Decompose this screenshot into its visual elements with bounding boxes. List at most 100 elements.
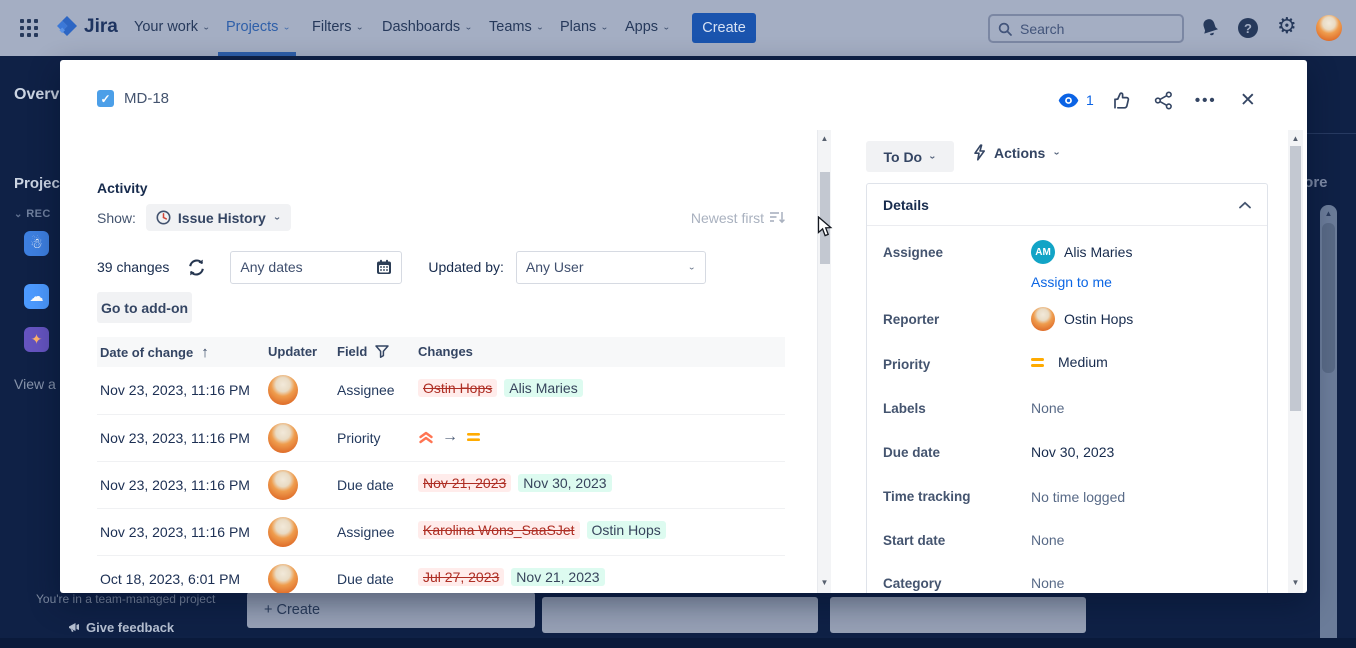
chevron-down-icon: ⌄	[535, 22, 545, 32]
issue-breadcrumb[interactable]: ✓ MD-18	[97, 90, 169, 107]
user-avatar[interactable]	[1316, 15, 1342, 41]
activity-filter-dropdown[interactable]: Issue History ⌄	[145, 204, 292, 231]
reporter-avatar[interactable]	[1031, 307, 1055, 331]
assignee-avatar[interactable]: AM	[1031, 240, 1055, 264]
sidebar-project-item-3[interactable]: ✦	[24, 327, 49, 352]
new-value: Alis Maries	[504, 379, 583, 397]
give-feedback-button[interactable]: Give feedback	[68, 620, 174, 635]
changes-count: 39 changes	[97, 259, 170, 275]
nav-item-apps[interactable]: Apps ⌄	[625, 19, 671, 35]
jira-logo-icon	[57, 16, 77, 36]
page-scrollbar-thumb[interactable]	[1322, 223, 1335, 373]
task-type-icon: ✓	[97, 90, 114, 107]
assign-to-me-link[interactable]: Assign to me	[1031, 274, 1112, 290]
more-actions-button[interactable]: •••	[1194, 91, 1217, 109]
actions-dropdown[interactable]: Actions ⌄	[972, 144, 1061, 161]
board-column-create-button[interactable]: + Create	[247, 592, 535, 628]
scroll-down-arrow-icon[interactable]: ▼	[1291, 578, 1300, 587]
activity-scrollbar[interactable]: ▲ ▼	[817, 130, 831, 593]
sort-ascending-arrow-icon: ↑	[201, 344, 209, 361]
refresh-icon[interactable]	[187, 258, 206, 277]
history-row: Nov 23, 2023, 11:16 PM Assignee Karolina…	[97, 508, 785, 555]
sidebar-project-item-1[interactable]: ☃	[24, 231, 49, 256]
column-field[interactable]: Field	[337, 344, 390, 359]
page-scrollbar[interactable]: ▲ ▼	[1320, 205, 1337, 648]
activity-show-row: Show: Issue History ⌄ Newest first	[97, 204, 785, 231]
activity-scrollbar-thumb[interactable]	[820, 172, 830, 264]
modal-header-actions: 1 ••• ✕	[1058, 86, 1262, 114]
filter-funnel-icon[interactable]	[375, 345, 390, 358]
reporter-name[interactable]: Ostin Hops	[1064, 311, 1134, 327]
nav-item-your-work[interactable]: Your work ⌄	[134, 19, 211, 35]
history-clock-icon	[156, 210, 171, 225]
nav-item-filters[interactable]: Filters ⌄	[312, 19, 364, 35]
show-label: Show:	[97, 209, 136, 226]
watch-button[interactable]: 1	[1058, 92, 1094, 108]
user-filter-select[interactable]: Any User ⌄	[515, 250, 706, 284]
close-button[interactable]: ✕	[1239, 89, 1256, 111]
go-to-addon-button[interactable]: Go to add-on	[97, 292, 192, 323]
status-dropdown[interactable]: To Do ⌄	[866, 141, 954, 172]
mouse-cursor	[817, 216, 833, 237]
watchers-count: 1	[1086, 92, 1094, 108]
notifications-bell-icon[interactable]	[1201, 18, 1219, 38]
assignee-name[interactable]: Alis Maries	[1064, 244, 1133, 260]
issue-modal: ✓ MD-18 1 ••• ✕ Activity Show: Issue His…	[60, 60, 1307, 593]
nav-item-teams[interactable]: Teams ⌄	[489, 19, 545, 35]
create-button[interactable]: Create	[692, 13, 756, 43]
sidebar-view-all-projects[interactable]: View a	[14, 376, 56, 392]
history-row: Nov 23, 2023, 11:16 PM Priority →	[97, 414, 785, 461]
jira-logo[interactable]: Jira	[56, 15, 118, 39]
details-header[interactable]: Details	[867, 184, 1267, 226]
chevron-down-icon: ⌄	[355, 22, 364, 32]
start-date-value[interactable]: None	[1031, 532, 1065, 548]
dates-filter-input[interactable]: Any dates	[230, 250, 403, 284]
change-values: Ostin Hops Alis Maries	[418, 379, 583, 397]
due-date-value[interactable]: Nov 30, 2023	[1031, 444, 1115, 460]
settings-gear-icon[interactable]: ⚙	[1277, 13, 1297, 38]
lightning-bolt-icon	[974, 144, 985, 161]
scroll-up-arrow-icon[interactable]: ▲	[820, 134, 829, 143]
nav-item-projects[interactable]: Projects ⌄	[226, 19, 291, 35]
scroll-up-arrow-icon[interactable]: ▲	[1324, 209, 1333, 218]
app-switcher-icon[interactable]	[20, 19, 38, 37]
search-icon	[998, 22, 1012, 36]
priority-value[interactable]: Medium	[1058, 354, 1108, 370]
old-value: Karolina Wons_SaaSJet	[418, 521, 580, 539]
updater-avatar	[268, 564, 298, 593]
eye-icon	[1058, 93, 1079, 107]
field-row-due-date: Due date Nov 30, 2023	[883, 444, 1115, 460]
scroll-down-arrow-icon[interactable]: ▼	[820, 578, 829, 587]
search-placeholder: Search	[1020, 20, 1065, 37]
sort-order-button[interactable]: Newest first	[691, 210, 785, 226]
sidebar-project-item-2[interactable]: ☁	[24, 284, 49, 309]
sidebar-projects-heading: Projec	[14, 175, 60, 192]
field-row-assignee: Assignee AM Alis Maries	[883, 240, 1253, 264]
updater-avatar	[268, 375, 298, 405]
help-icon[interactable]: ?	[1238, 18, 1258, 38]
medium-priority-icon	[467, 433, 480, 441]
search-input[interactable]: Search	[988, 14, 1184, 43]
category-value[interactable]: None	[1031, 575, 1065, 591]
nav-item-plans[interactable]: Plans ⌄	[560, 19, 609, 35]
like-button[interactable]	[1108, 86, 1136, 114]
column-date-of-change[interactable]: Date of change ↑	[100, 344, 209, 361]
time-tracking-value[interactable]: No time logged	[1031, 489, 1126, 505]
labels-value[interactable]: None	[1031, 400, 1065, 416]
share-button[interactable]	[1150, 86, 1178, 114]
change-values: Karolina Wons_SaaSJet Ostin Hops	[418, 521, 666, 539]
updater-avatar	[268, 517, 298, 547]
history-filter-row: 39 changes Any dates Updated by: Any Use…	[97, 250, 785, 284]
new-value: Nov 21, 2023	[511, 568, 605, 586]
medium-priority-icon	[1031, 355, 1046, 370]
history-row: Nov 23, 2023, 11:16 PM Due date Nov 21, …	[97, 461, 785, 508]
chevron-down-icon: ⌄	[1052, 148, 1061, 157]
details-scrollbar-thumb[interactable]	[1290, 146, 1301, 411]
column-changes: Changes	[418, 344, 473, 359]
chevron-down-icon: ⌄	[282, 22, 291, 32]
scroll-up-arrow-icon[interactable]: ▲	[1291, 134, 1300, 143]
details-scrollbar[interactable]: ▲ ▼	[1288, 130, 1303, 593]
nav-item-dashboards[interactable]: Dashboards ⌄	[382, 19, 473, 35]
chevron-down-icon: ⌄	[201, 22, 211, 32]
details-panel: Details Assignee AM Alis Maries Assign t…	[866, 183, 1268, 593]
